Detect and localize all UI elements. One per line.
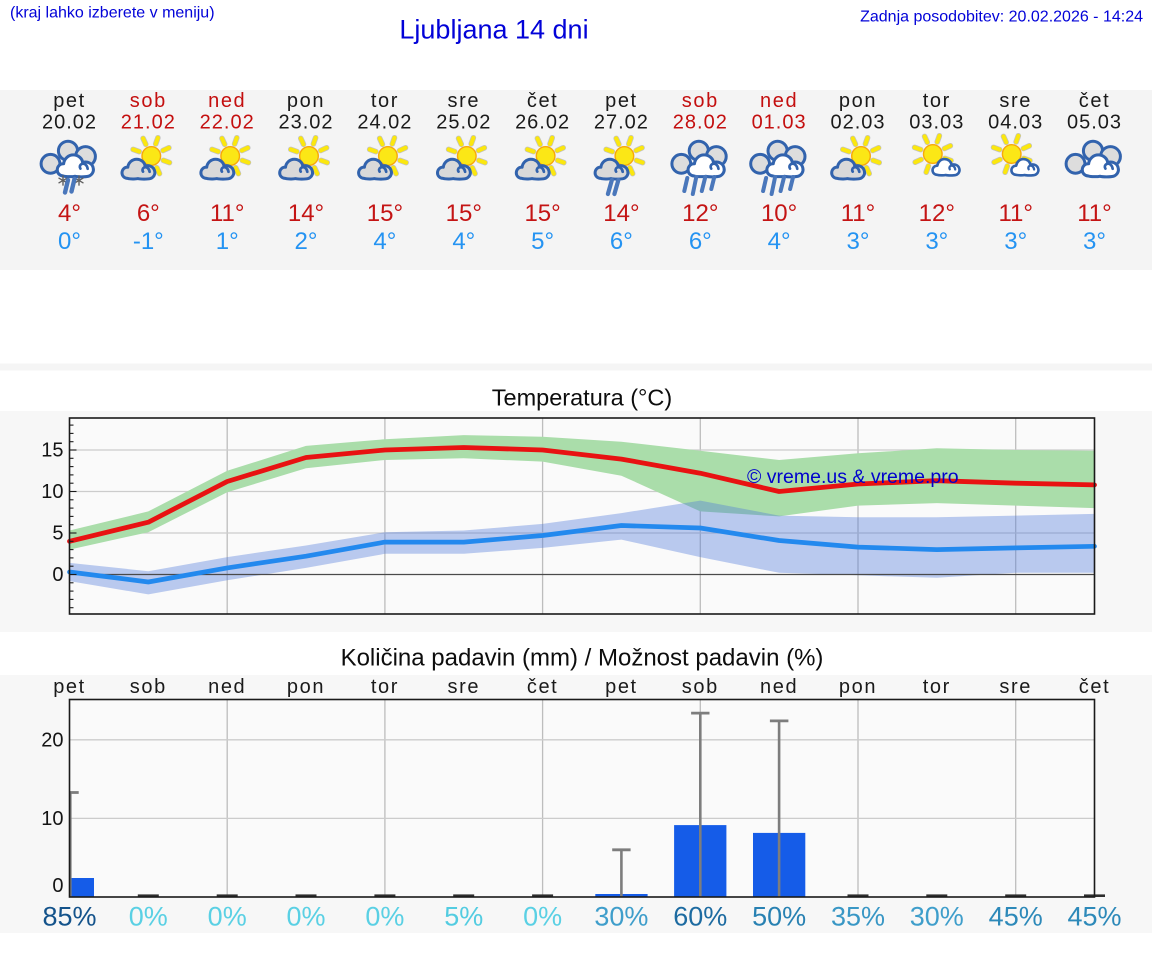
- svg-text:50%: 50%: [752, 902, 806, 932]
- svg-text:14°: 14°: [603, 200, 639, 227]
- svg-text:tor: tor: [371, 676, 399, 698]
- svg-text:sre: sre: [999, 676, 1032, 698]
- svg-text:sob: sob: [682, 90, 719, 112]
- svg-text:ned: ned: [760, 90, 798, 112]
- svg-text:11°: 11°: [210, 200, 245, 227]
- svg-text:05.03: 05.03: [1067, 112, 1122, 134]
- svg-text:25.02: 25.02: [436, 112, 491, 134]
- svg-text:15°: 15°: [446, 200, 482, 227]
- svg-text:2°: 2°: [295, 228, 318, 255]
- svg-text:3°: 3°: [1004, 228, 1027, 255]
- svg-text:15: 15: [41, 440, 63, 462]
- svg-text:02.03: 02.03: [830, 112, 885, 134]
- svg-text:45%: 45%: [1067, 902, 1121, 932]
- svg-text:tor: tor: [371, 90, 399, 112]
- svg-text:01.03: 01.03: [752, 112, 807, 134]
- svg-text:4°: 4°: [373, 228, 396, 255]
- svg-text:pon: pon: [287, 676, 325, 698]
- svg-text:0°: 0°: [58, 228, 81, 255]
- svg-text:Ljubljana 14 dni: Ljubljana 14 dni: [399, 15, 588, 45]
- svg-text:pet: pet: [605, 676, 638, 698]
- svg-text:sob: sob: [682, 676, 719, 698]
- svg-text:10: 10: [41, 481, 63, 503]
- svg-text:6°: 6°: [610, 228, 633, 255]
- svg-text:5°: 5°: [531, 228, 554, 255]
- svg-text:35%: 35%: [831, 902, 885, 932]
- svg-text:0%: 0%: [523, 902, 562, 932]
- svg-text:sre: sre: [999, 90, 1032, 112]
- svg-text:22.02: 22.02: [200, 112, 255, 134]
- svg-text:sob: sob: [130, 90, 167, 112]
- svg-text:15°: 15°: [524, 200, 560, 227]
- svg-text:04.03: 04.03: [988, 112, 1043, 134]
- svg-text:Zadnja posodobitev: 20.02.2026: Zadnja posodobitev: 20.02.2026 - 14:24: [860, 9, 1143, 26]
- svg-text:pet: pet: [53, 676, 86, 698]
- svg-text:3°: 3°: [847, 228, 870, 255]
- svg-text:pet: pet: [605, 90, 638, 112]
- svg-text:0%: 0%: [129, 902, 168, 932]
- svg-text:3°: 3°: [1083, 228, 1106, 255]
- svg-text:sre: sre: [448, 676, 481, 698]
- svg-text:tor: tor: [923, 676, 951, 698]
- svg-text:30%: 30%: [910, 902, 964, 932]
- svg-text:10: 10: [41, 808, 63, 830]
- svg-text:14°: 14°: [288, 200, 324, 227]
- svg-text:pet: pet: [53, 90, 86, 112]
- svg-text:27.02: 27.02: [594, 112, 649, 134]
- svg-text:čet: čet: [527, 90, 558, 112]
- svg-text:sre: sre: [448, 90, 481, 112]
- svg-text:čet: čet: [527, 676, 558, 698]
- svg-text:21.02: 21.02: [121, 112, 176, 134]
- svg-text:0: 0: [52, 875, 63, 897]
- svg-text:11°: 11°: [1077, 200, 1112, 227]
- svg-text:(kraj lahko izberete v meniju): (kraj lahko izberete v meniju): [10, 5, 215, 22]
- svg-text:5: 5: [52, 523, 63, 545]
- svg-text:11°: 11°: [841, 200, 876, 227]
- svg-text:ned: ned: [208, 90, 246, 112]
- svg-text:24.02: 24.02: [357, 112, 412, 134]
- svg-text:6°: 6°: [137, 200, 160, 227]
- svg-text:10°: 10°: [761, 200, 797, 227]
- svg-text:Količina padavin (mm) / Možnos: Količina padavin (mm) / Možnost padavin …: [341, 645, 824, 672]
- svg-text:0%: 0%: [365, 902, 404, 932]
- svg-text:0: 0: [52, 564, 63, 586]
- svg-text:30%: 30%: [594, 902, 648, 932]
- svg-text:0%: 0%: [208, 902, 247, 932]
- svg-text:pon: pon: [287, 90, 325, 112]
- svg-text:-1°: -1°: [133, 228, 164, 255]
- svg-text:23.02: 23.02: [278, 112, 333, 134]
- svg-text:pon: pon: [839, 676, 877, 698]
- svg-text:20.02: 20.02: [42, 112, 97, 134]
- svg-text:15°: 15°: [367, 200, 403, 227]
- svg-text:28.02: 28.02: [673, 112, 728, 134]
- svg-text:čet: čet: [1079, 90, 1110, 112]
- svg-text:4°: 4°: [452, 228, 475, 255]
- svg-text:sob: sob: [130, 676, 167, 698]
- svg-text:© vreme.us & vreme.pro: © vreme.us & vreme.pro: [747, 466, 959, 488]
- svg-text:4°: 4°: [768, 228, 791, 255]
- svg-text:85%: 85%: [42, 902, 96, 932]
- svg-text:pon: pon: [839, 90, 877, 112]
- svg-text:12°: 12°: [682, 200, 718, 227]
- svg-text:čet: čet: [1079, 676, 1110, 698]
- svg-text:6°: 6°: [689, 228, 712, 255]
- svg-text:26.02: 26.02: [515, 112, 570, 134]
- svg-text:ned: ned: [208, 676, 246, 698]
- svg-text:3°: 3°: [925, 228, 948, 255]
- svg-text:03.03: 03.03: [909, 112, 964, 134]
- svg-text:45%: 45%: [989, 902, 1043, 932]
- svg-text:0%: 0%: [286, 902, 325, 932]
- svg-text:5%: 5%: [444, 902, 483, 932]
- svg-text:4°: 4°: [58, 200, 81, 227]
- svg-text:20: 20: [41, 729, 63, 751]
- svg-text:11°: 11°: [998, 200, 1033, 227]
- svg-text:tor: tor: [923, 90, 951, 112]
- svg-text:1°: 1°: [216, 228, 239, 255]
- svg-text:12°: 12°: [919, 200, 955, 227]
- svg-text:Temperatura (°C): Temperatura (°C): [492, 385, 672, 411]
- svg-text:ned: ned: [760, 676, 798, 698]
- svg-text:60%: 60%: [673, 902, 727, 932]
